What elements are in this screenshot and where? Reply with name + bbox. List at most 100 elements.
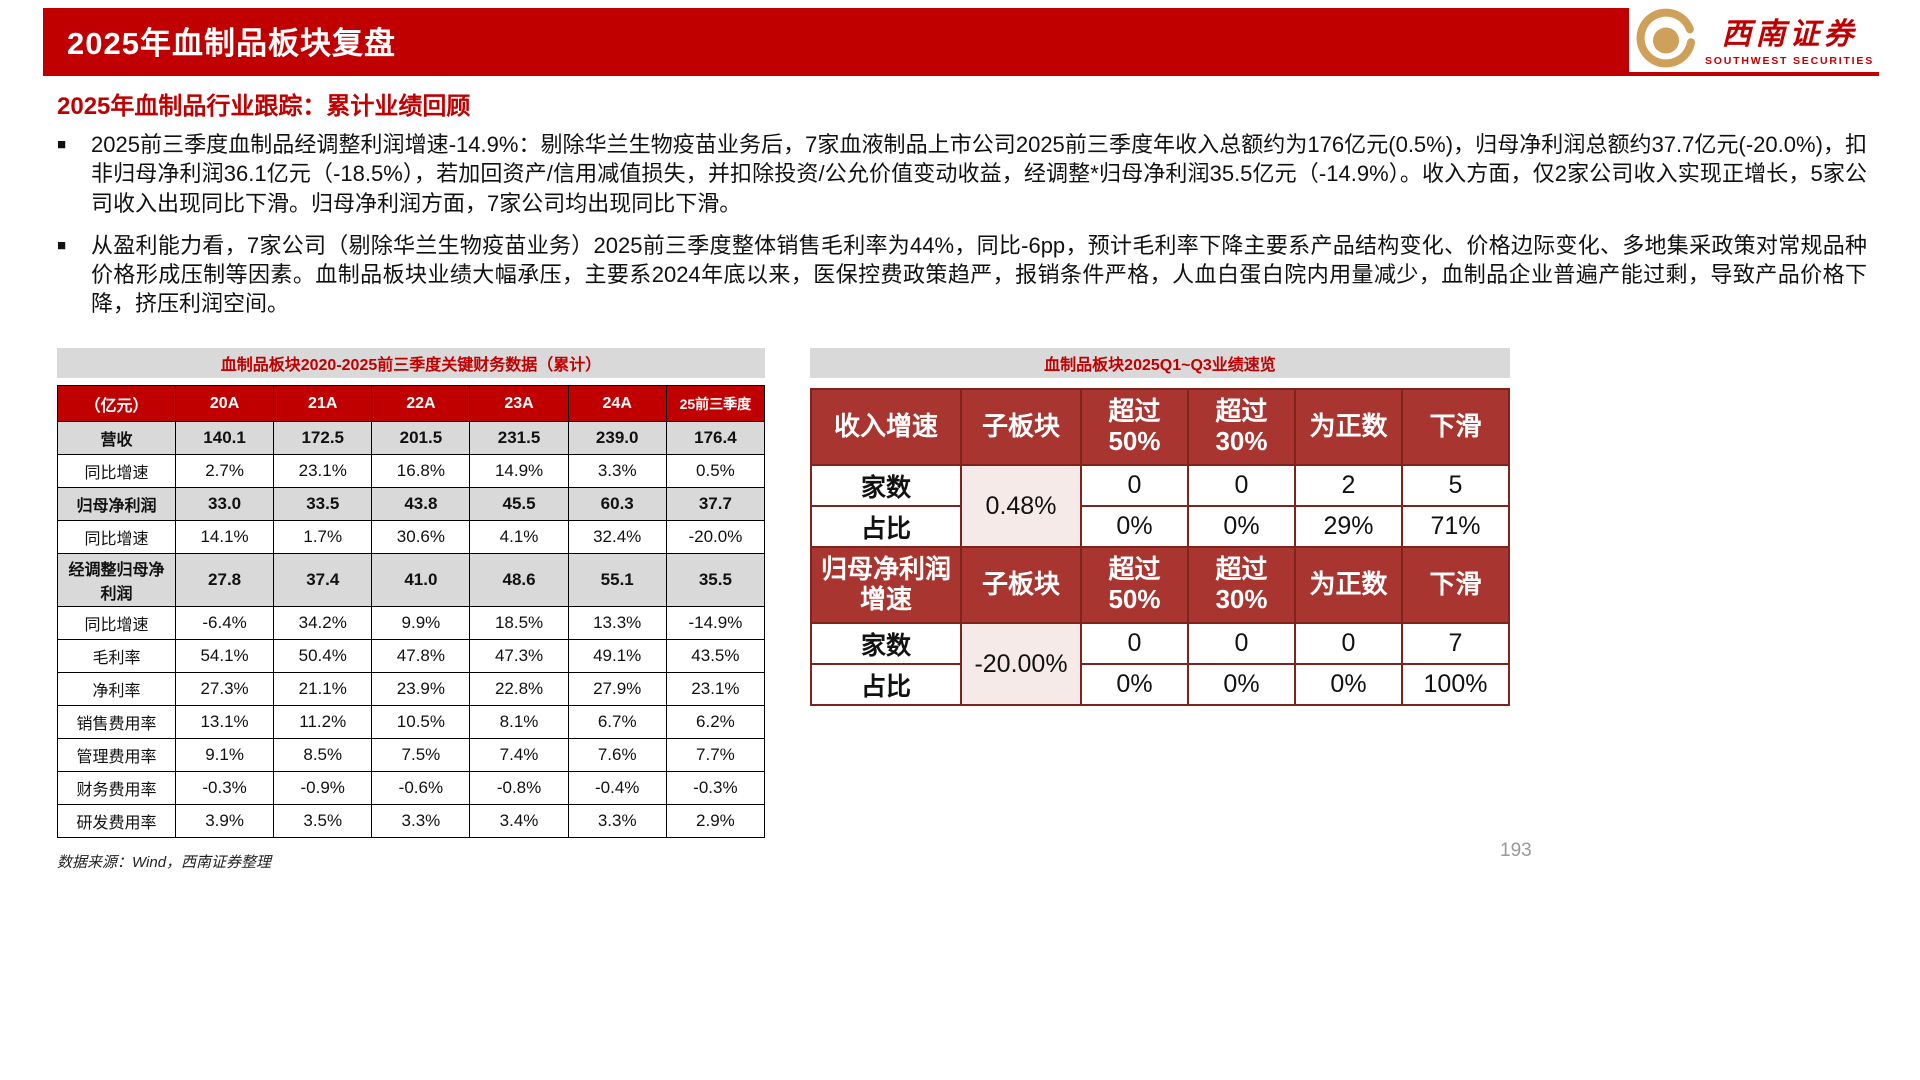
table-cell: 7 bbox=[1401, 622, 1510, 665]
table-cell: 3.5% bbox=[273, 804, 373, 838]
table-cell: 0 bbox=[1080, 622, 1189, 665]
row-label: 营收 bbox=[57, 421, 176, 455]
table-cell: 0% bbox=[1080, 505, 1189, 548]
table-cell: -14.9% bbox=[665, 606, 766, 640]
col-header: 子板块 bbox=[960, 546, 1082, 624]
col-header: 为正数 bbox=[1294, 546, 1403, 624]
row-label: 同比增速 bbox=[57, 606, 176, 640]
logo-swoosh-icon bbox=[1636, 8, 1696, 68]
left-table-panel: 血制品板块2020-2025前三季度关键财务数据（累计） （亿元） 20A 21… bbox=[57, 348, 766, 838]
row-label: 占比 bbox=[810, 663, 962, 706]
bullet-marker-icon: ■ bbox=[57, 236, 67, 254]
bullet-item: ■ 2025前三季度血制品经调整利润增速-14.9%：剔除华兰生物疫苗业务后，7… bbox=[57, 130, 1867, 218]
table-cell: 3.9% bbox=[174, 804, 275, 838]
table-cell: 3.3% bbox=[567, 454, 667, 488]
table-cell: 0% bbox=[1187, 505, 1296, 548]
table-cell: -20.0% bbox=[665, 520, 766, 554]
table-cell: 27.3% bbox=[174, 672, 275, 706]
table-cell: 23.1% bbox=[273, 454, 373, 488]
table-row: 同比增速 -6.4% 34.2% 9.9% 18.5% 13.3% -14.9% bbox=[57, 606, 766, 640]
col-header: （亿元） bbox=[57, 385, 176, 422]
col-header: 20A bbox=[174, 385, 275, 422]
table-cell: 9.1% bbox=[174, 738, 275, 772]
table-row: 家数 -20.00% 0 0 0 7 bbox=[810, 622, 1510, 706]
table-cell: 176.4 bbox=[665, 421, 766, 455]
table-cell: 7.7% bbox=[665, 738, 766, 772]
table-cell: 201.5 bbox=[371, 421, 471, 455]
table-cell: 50.4% bbox=[273, 639, 373, 673]
table-cell: 47.3% bbox=[469, 639, 569, 673]
financial-table: （亿元） 20A 21A 22A 23A 24A 25前三季度 营收 140.1… bbox=[57, 385, 766, 838]
table-cell: -0.3% bbox=[665, 771, 766, 805]
table-cell: 0 bbox=[1187, 464, 1296, 507]
row-label: 家数 bbox=[810, 464, 962, 507]
row-label: 财务费用率 bbox=[57, 771, 176, 805]
bullet-text: 从盈利能力看，7家公司（剔除华兰生物疫苗业务）2025前三季度整体销售毛利率为4… bbox=[91, 232, 1867, 317]
table-cell: 7.4% bbox=[469, 738, 569, 772]
table-cell: 27.8 bbox=[174, 553, 275, 607]
table-row: 归母净利润 33.0 33.5 43.8 45.5 60.3 37.7 bbox=[57, 487, 766, 521]
table-cell: 37.7 bbox=[665, 487, 766, 521]
table-cell: 1.7% bbox=[273, 520, 373, 554]
table-cell: -0.6% bbox=[371, 771, 471, 805]
summary-header-row: 归母净利润增速 子板块 超过50% 超过30% 为正数 下滑 bbox=[810, 546, 1510, 624]
logo-name-en: SOUTHWEST SECURITIES bbox=[1704, 55, 1874, 67]
table-cell: 43.5% bbox=[665, 639, 766, 673]
table-cell: 239.0 bbox=[567, 421, 667, 455]
table-cell: 13.3% bbox=[567, 606, 667, 640]
col-header: 超过50% bbox=[1080, 546, 1189, 624]
table-cell: 27.9% bbox=[567, 672, 667, 706]
bullet-list: ■ 2025前三季度血制品经调整利润增速-14.9%：剔除华兰生物疫苗业务后，7… bbox=[57, 130, 1867, 332]
right-table-title: 血制品板块2025Q1~Q3业绩速览 bbox=[810, 348, 1510, 378]
col-header: 下滑 bbox=[1401, 546, 1510, 624]
row-label: 同比增速 bbox=[57, 520, 176, 554]
table-cell: 29% bbox=[1294, 505, 1403, 548]
col-header: 24A bbox=[567, 385, 667, 422]
metric-header: 归母净利润增速 bbox=[810, 546, 962, 624]
row-label: 家数 bbox=[810, 622, 962, 665]
table-cell: 71% bbox=[1401, 505, 1510, 548]
table-cell: 6.7% bbox=[567, 705, 667, 739]
metric-header: 收入增速 bbox=[810, 388, 962, 466]
col-header: 22A bbox=[371, 385, 471, 422]
left-table-title: 血制品板块2020-2025前三季度关键财务数据（累计） bbox=[57, 348, 765, 378]
table-row: 研发费用率 3.9% 3.5% 3.3% 3.4% 3.3% 2.9% bbox=[57, 804, 766, 838]
table-cell: -6.4% bbox=[174, 606, 275, 640]
table-cell: 140.1 bbox=[174, 421, 275, 455]
table-cell: 33.5 bbox=[273, 487, 373, 521]
table-row: 管理费用率 9.1% 8.5% 7.5% 7.4% 7.6% 7.7% bbox=[57, 738, 766, 772]
table-cell: 14.1% bbox=[174, 520, 275, 554]
table-cell: 3.4% bbox=[469, 804, 569, 838]
row-label: 净利率 bbox=[57, 672, 176, 706]
table-cell: 4.1% bbox=[469, 520, 569, 554]
table-cell: 0 bbox=[1294, 622, 1403, 665]
table-cell: 22.8% bbox=[469, 672, 569, 706]
table-cell: 18.5% bbox=[469, 606, 569, 640]
subsector-value-cell: 0.48% bbox=[960, 464, 1082, 548]
table-cell: 45.5 bbox=[469, 487, 569, 521]
col-header: 下滑 bbox=[1401, 388, 1510, 466]
table-cell: 11.2% bbox=[273, 705, 373, 739]
table-cell: 30.6% bbox=[371, 520, 471, 554]
col-header: 子板块 bbox=[960, 388, 1082, 466]
row-label: 研发费用率 bbox=[57, 804, 176, 838]
table-cell: 0% bbox=[1187, 663, 1296, 706]
table-cell: 2.9% bbox=[665, 804, 766, 838]
table-cell: 60.3 bbox=[567, 487, 667, 521]
section-subtitle: 2025年血制品行业跟踪：累计业绩回顾 bbox=[57, 93, 471, 120]
table-cell: 48.6 bbox=[469, 553, 569, 607]
row-label: 归母净利润 bbox=[57, 487, 176, 521]
row-label: 占比 bbox=[810, 505, 962, 548]
table-cell: 54.1% bbox=[174, 639, 275, 673]
table-row: 财务费用率 -0.3% -0.9% -0.6% -0.8% -0.4% -0.3… bbox=[57, 771, 766, 805]
table-cell: 6.2% bbox=[665, 705, 766, 739]
table-cell: 43.8 bbox=[371, 487, 471, 521]
table-row: 经调整归母净利润 27.8 37.4 41.0 48.6 55.1 35.5 bbox=[57, 553, 766, 607]
table-cell: 55.1 bbox=[567, 553, 667, 607]
col-header: 超过30% bbox=[1187, 546, 1296, 624]
table-cell: 2 bbox=[1294, 464, 1403, 507]
table-cell: 8.5% bbox=[273, 738, 373, 772]
row-label: 毛利率 bbox=[57, 639, 176, 673]
title-bar: 2025年血制品板块复盘 bbox=[43, 8, 1629, 72]
